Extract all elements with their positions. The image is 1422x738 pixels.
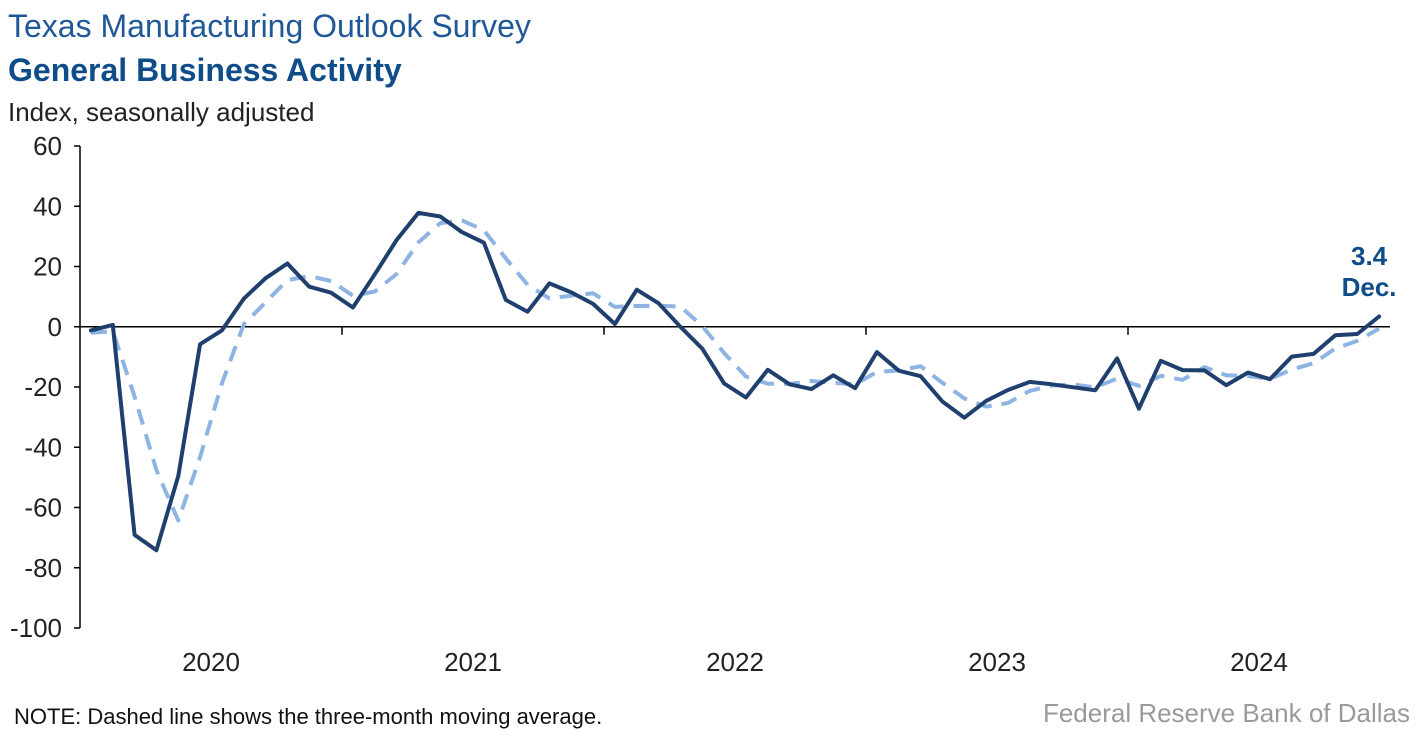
chart-title: Texas Manufacturing Outlook Survey <box>8 8 531 44</box>
y-tick-label: -40 <box>24 432 62 462</box>
footnote: NOTE: Dashed line shows the three-month … <box>14 704 603 729</box>
y-tick-label: -80 <box>24 553 62 583</box>
y-tick-label: 60 <box>33 131 62 161</box>
x-tick-label: 2024 <box>1230 647 1288 677</box>
index-line <box>88 210 1382 553</box>
y-tick-label: -20 <box>24 372 62 402</box>
moving-average-line <box>90 218 1381 523</box>
chart-axes: 60 40 20 0 -20 -40 -60 -80 -100 2020 2021 2022 2023 2… <box>10 131 1390 677</box>
y-tick-label: 20 <box>33 252 62 282</box>
x-tick-label: 2021 <box>444 647 502 677</box>
latest-value-label: 3.4 <box>1351 241 1388 271</box>
y-tick-label: -60 <box>24 493 62 523</box>
y-tick-label: 40 <box>33 191 62 221</box>
latest-month-label: Dec. <box>1342 272 1397 302</box>
y-tick-label: 0 <box>48 312 62 342</box>
source-credit: Federal Reserve Bank of Dallas <box>1042 698 1410 728</box>
x-tick-label: 2022 <box>706 647 764 677</box>
x-tick-label: 2020 <box>182 647 240 677</box>
x-tick-label: 2023 <box>968 647 1026 677</box>
chart-subtitle: General Business Activity <box>8 52 402 88</box>
chart-series <box>88 210 1382 553</box>
y-axis-label: Index, seasonally adjusted <box>8 97 315 127</box>
y-tick-label: -100 <box>10 613 62 643</box>
